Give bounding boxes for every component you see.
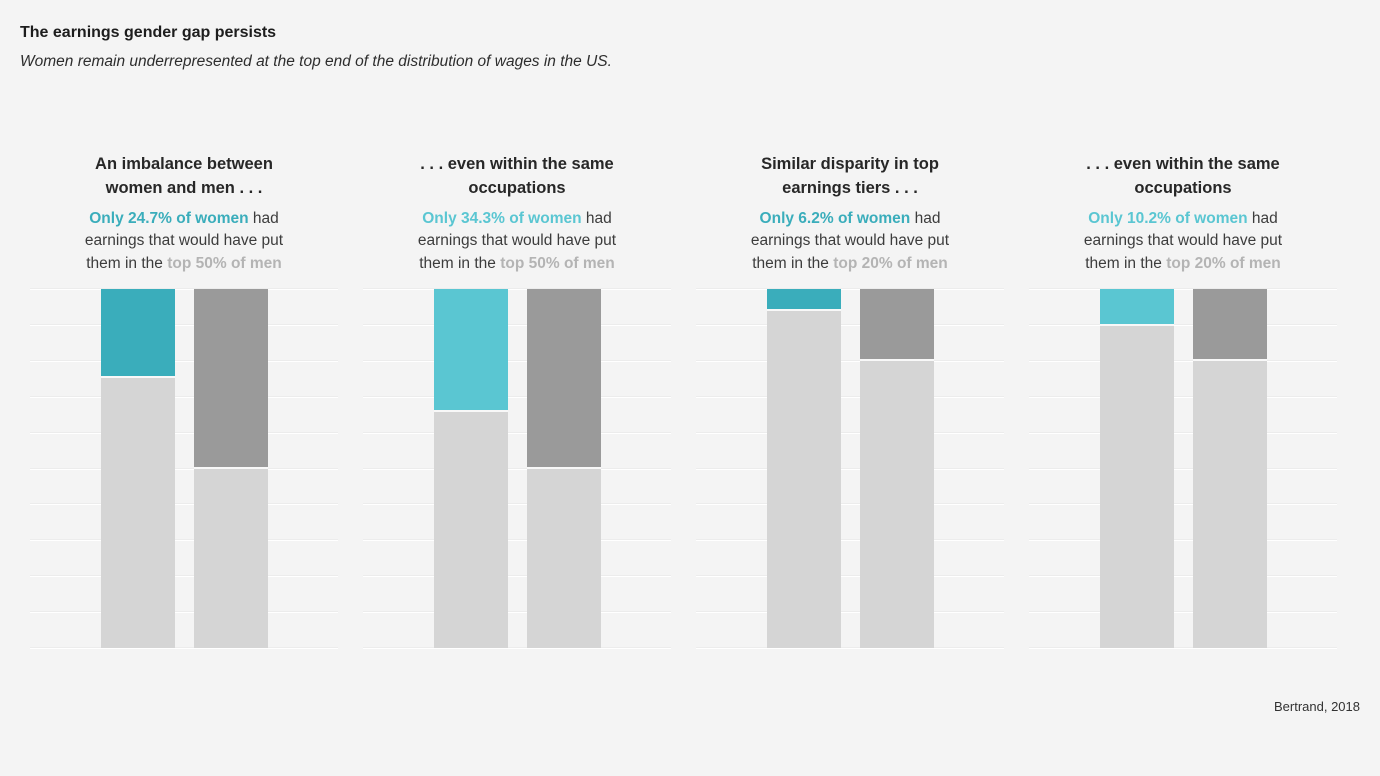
gridline	[30, 611, 338, 614]
gridline	[363, 611, 671, 614]
bar-segment-men-rest	[859, 360, 934, 648]
gridline	[363, 431, 671, 434]
panel-occupations-50: . . . even within the same occupations O…	[363, 153, 671, 649]
source-attribution: Bertrand, 2018	[1273, 699, 1360, 714]
page-subtitle: Women remain underrepresented at the top…	[20, 53, 612, 70]
gridline	[30, 431, 338, 434]
gridline	[30, 288, 338, 290]
gridline	[696, 359, 1004, 362]
gridline	[30, 503, 338, 506]
bar-segment-women-rest	[766, 311, 841, 648]
threshold-label: top 20% of men	[833, 254, 948, 272]
bar-segment-women-highlight	[766, 289, 841, 312]
threshold-label: top 50% of men	[167, 254, 282, 272]
gridline	[30, 359, 338, 362]
gridline	[696, 539, 1004, 542]
gridline	[1029, 323, 1337, 326]
bar-segment-men-top	[526, 289, 601, 469]
bar-segment-men-rest	[193, 468, 268, 648]
panel-occupations-20: . . . even within the same occupations O…	[1029, 153, 1337, 649]
bar-chart	[363, 288, 671, 649]
highlight-stat: Only 24.7% of women	[89, 210, 249, 227]
gridline	[1029, 647, 1337, 649]
bar-segment-men-top	[1192, 289, 1267, 361]
gridline	[1029, 359, 1337, 362]
panel-subtext: Only 34.3% of women had earnings that wo…	[417, 210, 617, 272]
gridline	[696, 323, 1004, 326]
gridline	[363, 395, 671, 398]
panel-subtext: Only 10.2% of women had earnings that wo…	[1083, 210, 1283, 272]
gridline	[1029, 611, 1337, 614]
bar-chart	[1029, 288, 1337, 649]
bar-segment-women-highlight	[1099, 289, 1174, 326]
panel-heading: Similar disparity in top earnings tiers …	[761, 155, 939, 197]
gridline	[363, 503, 671, 506]
bar-segment-men-top	[859, 289, 934, 361]
panel-subtext: Only 6.2% of women had earnings that wou…	[750, 210, 950, 272]
bar-men	[526, 289, 601, 648]
gridline	[1029, 431, 1337, 434]
bar-segment-women-rest	[1099, 325, 1174, 648]
gridline	[363, 539, 671, 542]
gridline	[30, 467, 338, 470]
panel-top-tiers: Similar disparity in top earnings tiers …	[696, 153, 1004, 649]
bar-men	[193, 289, 268, 648]
gridline	[30, 647, 338, 649]
page-title: The earnings gender gap persists	[20, 24, 277, 41]
panel-subtext: Only 24.7% of women had earnings that wo…	[84, 210, 284, 272]
panel-heading: . . . even within the same occupations	[420, 155, 614, 197]
threshold-label: top 20% of men	[1166, 254, 1281, 272]
gridline	[696, 288, 1004, 290]
gridline	[1029, 467, 1337, 470]
gridline	[363, 647, 671, 649]
bar-men	[1192, 289, 1267, 648]
bar-segment-women-rest	[433, 412, 508, 648]
gridline	[696, 467, 1004, 470]
panel-imbalance: An imbalance between women and men . . .…	[30, 153, 338, 649]
gridline	[696, 503, 1004, 506]
highlight-stat: Only 10.2% of women	[1088, 210, 1248, 227]
gridline	[363, 288, 671, 290]
bar-women	[433, 289, 508, 648]
bar-women	[100, 289, 175, 648]
bar-segment-men-top	[193, 289, 268, 469]
gridline	[1029, 539, 1337, 542]
bar-chart	[30, 288, 338, 649]
bar-segment-men-rest	[526, 468, 601, 648]
bar-segment-women-highlight	[100, 289, 175, 378]
gridline	[696, 431, 1004, 434]
bar-chart	[696, 288, 1004, 649]
bar-men	[859, 289, 934, 648]
bar-women	[766, 289, 841, 648]
bar-segment-women-highlight	[433, 289, 508, 413]
gridline	[696, 395, 1004, 398]
gridline	[30, 539, 338, 542]
gridline	[363, 359, 671, 362]
gridline	[1029, 288, 1337, 290]
gridline	[696, 575, 1004, 578]
gridline	[1029, 395, 1337, 398]
gridline	[30, 395, 338, 398]
threshold-label: top 50% of men	[500, 254, 615, 272]
gridline	[30, 323, 338, 326]
gridline	[363, 575, 671, 578]
gridline	[696, 611, 1004, 614]
highlight-stat: Only 34.3% of women	[422, 210, 582, 227]
gridline	[1029, 503, 1337, 506]
panels-row: An imbalance between women and men . . .…	[30, 153, 1337, 649]
bar-women	[1099, 289, 1174, 648]
gridline	[363, 323, 671, 326]
bar-segment-women-rest	[100, 377, 175, 648]
panel-heading: An imbalance between women and men . . .	[95, 155, 273, 197]
highlight-stat: Only 6.2% of women	[759, 210, 911, 227]
gridline	[30, 575, 338, 578]
gridline	[1029, 575, 1337, 578]
bar-segment-men-rest	[1192, 360, 1267, 648]
gridline	[696, 647, 1004, 649]
gridline	[363, 467, 671, 470]
panel-heading: . . . even within the same occupations	[1086, 155, 1280, 197]
